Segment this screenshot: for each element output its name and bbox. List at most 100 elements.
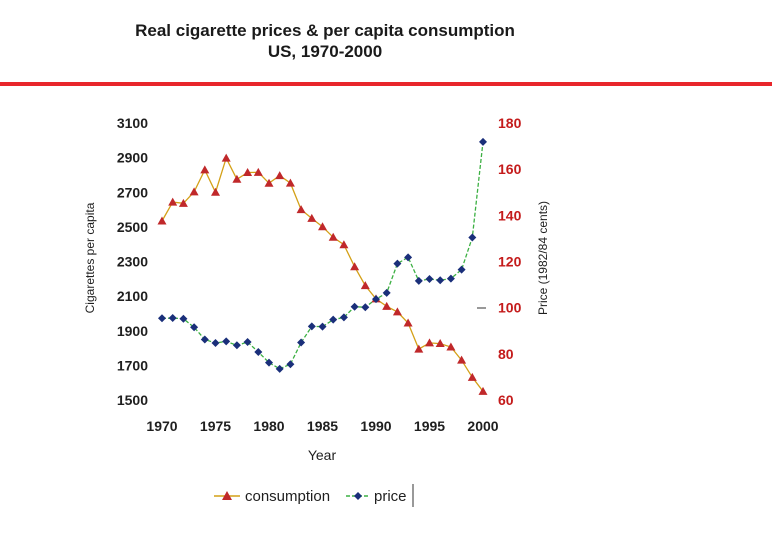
consumption-point	[232, 174, 242, 183]
consumption-point	[200, 165, 210, 174]
price-point	[200, 335, 209, 344]
price-point	[168, 314, 177, 323]
left-tick-label: 2900	[117, 150, 148, 166]
price-point	[265, 358, 273, 367]
consumption-point	[264, 178, 274, 187]
price-point	[372, 295, 380, 304]
price-point	[446, 274, 455, 283]
x-tick-label: 2000	[467, 418, 498, 434]
price-point	[350, 302, 359, 311]
price-series-line	[161, 141, 484, 370]
consumption-point	[253, 167, 263, 176]
x-tick-label: 1975	[200, 418, 231, 434]
x-tick-label: 1995	[414, 418, 445, 434]
consumption-point	[296, 205, 306, 214]
x-tick-label: 1990	[360, 418, 391, 434]
consumption-series-line	[161, 156, 484, 392]
price-point	[414, 276, 423, 285]
consumption-point	[211, 187, 220, 196]
x-tick-label: 1980	[253, 418, 284, 434]
price-point	[468, 233, 477, 242]
consumption-point	[382, 301, 392, 310]
title-divider	[0, 82, 772, 86]
price-point	[382, 288, 391, 297]
consumption-point	[328, 232, 338, 241]
right-tick-label: 60	[498, 392, 514, 408]
consumption-point	[285, 178, 295, 187]
left-tick-label: 2700	[117, 184, 148, 200]
consumption-point	[414, 344, 424, 353]
chart-subtitle: US, 1970-2000	[267, 42, 383, 61]
left-axis-ticks: 1500 1700 1900 2100 2300 2500 2700 2900 3100	[117, 115, 148, 408]
left-tick-label: 2500	[117, 219, 148, 235]
consumption-point	[221, 153, 231, 162]
series-markers	[157, 137, 488, 395]
price-point	[222, 337, 231, 346]
legend-consumption-marker	[222, 491, 232, 500]
price-point	[479, 137, 487, 146]
x-axis-label: Year	[308, 447, 337, 463]
series-lines	[161, 141, 484, 392]
left-tick-label: 1500	[117, 392, 148, 408]
consumption-point	[350, 262, 360, 271]
price-point	[179, 314, 188, 323]
right-axis-ticks: 60 80 100 120 140 160 180	[498, 115, 522, 408]
consumption-point	[157, 216, 167, 225]
consumption-point	[339, 240, 349, 249]
right-tick-label: 120	[498, 254, 522, 270]
left-tick-label: 1700	[117, 357, 148, 373]
price-point	[339, 313, 348, 322]
x-tick-label: 1985	[307, 418, 338, 434]
y-axis-label-left: Cigarettes per capita	[83, 202, 97, 313]
legend-price-marker	[354, 492, 362, 500]
x-tick-label: 1970	[146, 418, 177, 434]
price-point	[307, 322, 316, 331]
price-point	[318, 322, 327, 331]
consumption-point	[425, 338, 434, 347]
left-tick-label: 1900	[117, 323, 148, 339]
y-axis-label-right: Price (1982/84 cents)	[536, 201, 550, 315]
price-point	[158, 314, 166, 323]
price-point	[254, 347, 263, 356]
consumption-point	[435, 339, 445, 348]
price-point	[404, 253, 413, 262]
x-axis-ticks: 1970 1975 1980 1985 1990 1995 2000	[146, 418, 498, 434]
right-tick-label: 100	[498, 300, 522, 316]
chart-title: Real cigarette prices & per capita consu…	[135, 21, 515, 40]
consumption-point	[360, 281, 370, 290]
consumption-point	[318, 222, 327, 231]
price-point	[361, 303, 370, 312]
price-point	[297, 338, 306, 347]
right-tick-label: 180	[498, 115, 522, 131]
chart-title-block: Real cigarette prices & per capita consu…	[0, 20, 650, 62]
legend: consumption price	[214, 484, 414, 507]
legend-price-label: price	[374, 488, 407, 505]
price-point	[425, 275, 434, 284]
right-tick-label: 80	[498, 346, 514, 362]
left-tick-label: 2300	[117, 254, 148, 270]
left-tick-label: 2100	[117, 288, 148, 304]
consumption-point	[446, 342, 456, 351]
consumption-point	[307, 213, 317, 222]
price-point	[457, 265, 466, 274]
left-tick-label: 3100	[117, 115, 148, 131]
consumption-point	[243, 168, 253, 177]
right-tick-label: 160	[498, 161, 522, 177]
price-point	[393, 259, 402, 268]
price-point	[232, 341, 241, 350]
consumption-point	[189, 187, 199, 196]
price-point	[190, 323, 199, 332]
price-point	[329, 315, 338, 324]
consumption-point	[478, 386, 488, 395]
consumption-point	[457, 355, 467, 364]
price-point	[211, 338, 220, 347]
consumption-point	[403, 318, 413, 327]
price-point	[243, 338, 252, 347]
consumption-point	[392, 307, 402, 316]
consumption-point	[275, 171, 285, 180]
consumption-point	[178, 198, 188, 207]
price-point	[275, 364, 284, 373]
price-point	[436, 276, 445, 285]
price-point	[286, 360, 295, 369]
